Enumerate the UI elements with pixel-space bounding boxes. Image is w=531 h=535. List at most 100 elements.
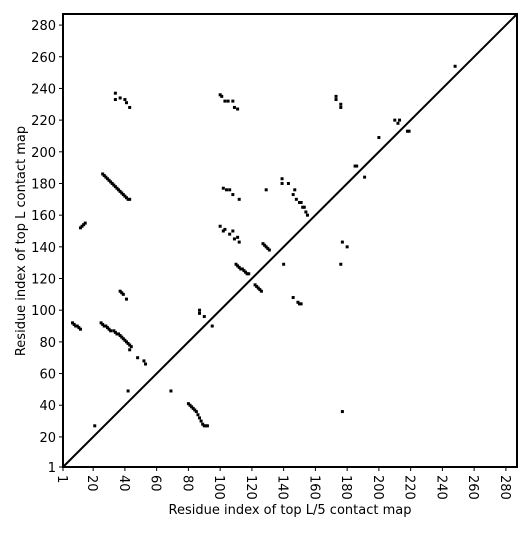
contact-point (298, 302, 302, 306)
contact-point (82, 223, 86, 227)
contact-point (109, 180, 113, 184)
y-tick-label: 120 (31, 273, 56, 288)
contact-point (299, 302, 303, 306)
contact-point (128, 348, 132, 352)
contact-point (231, 193, 235, 197)
contact-point (99, 321, 103, 325)
contact-point (223, 99, 227, 103)
y-tick-label: 40 (39, 399, 56, 414)
contact-point (204, 424, 208, 428)
contact-point (194, 410, 198, 414)
contact-point (304, 210, 308, 214)
contact-point (123, 338, 127, 342)
y-tick-label: 80 (39, 336, 56, 351)
contact-point (198, 311, 202, 315)
y-tick-label: 180 (31, 177, 56, 192)
contact-point (101, 322, 105, 326)
contact-point (407, 129, 411, 133)
contact-point (236, 107, 240, 111)
contact-point (299, 200, 303, 204)
contact-point (232, 237, 236, 241)
contact-point (117, 332, 121, 336)
contact-point (247, 272, 251, 276)
contact-point (291, 296, 295, 300)
contact-point (113, 91, 117, 95)
contact-point (339, 105, 343, 109)
contact-point (201, 422, 205, 426)
contact-point (363, 175, 367, 179)
contact-point (105, 177, 109, 181)
contact-point (255, 284, 259, 288)
contact-point (232, 105, 236, 109)
contact-point (298, 200, 302, 204)
contact-point (202, 424, 206, 428)
contact-point (142, 359, 146, 363)
contact-point (256, 286, 260, 290)
contact-point (218, 224, 222, 228)
y-tick-label: 220 (31, 114, 56, 129)
contact-point (71, 321, 75, 325)
contact-point (245, 272, 249, 276)
contact-point (123, 98, 127, 102)
x-tick-label: 80 (179, 475, 194, 492)
contact-point (294, 197, 298, 201)
contact-point (302, 205, 306, 209)
contact-point (258, 288, 262, 292)
contact-point (110, 181, 114, 185)
x-tick-label: 260 (465, 475, 480, 500)
contact-point (236, 235, 240, 239)
contact-point (121, 292, 125, 296)
contact-point (186, 402, 190, 406)
contact-point (221, 229, 225, 233)
contact-point (126, 341, 130, 345)
diagonal-line (62, 13, 518, 468)
contact-point (228, 232, 232, 236)
contact-point (236, 264, 240, 268)
contact-point (228, 188, 232, 192)
contact-point (121, 337, 125, 341)
contact-point (340, 410, 344, 414)
contact-point (102, 324, 106, 328)
contact-point (291, 193, 295, 197)
contact-point (398, 118, 402, 122)
contact-point (264, 245, 268, 249)
contact-point (231, 229, 235, 233)
contact-point (120, 191, 124, 195)
contact-point (193, 408, 197, 412)
contact-point (115, 186, 119, 190)
x-tick-label: 120 (243, 475, 258, 500)
contact-point (237, 197, 241, 201)
contact-point (355, 164, 359, 168)
contact-point (77, 326, 81, 330)
contact-point (221, 186, 225, 190)
contact-point (202, 315, 206, 319)
contact-point (239, 267, 243, 271)
contact-point (120, 291, 124, 295)
y-tick-label: 240 (31, 82, 56, 97)
contact-point (105, 326, 109, 330)
x-tick-label: 180 (338, 475, 353, 500)
contact-point (345, 245, 349, 249)
contact-point (231, 99, 235, 103)
contact-point (396, 121, 400, 125)
y-tick-label: 20 (39, 431, 56, 446)
contact-point (334, 98, 338, 102)
x-tick-label: 200 (370, 475, 385, 500)
contact-point (121, 193, 125, 197)
contact-point (226, 99, 230, 103)
contact-point (339, 102, 343, 106)
contact-point (169, 389, 173, 393)
contact-point (234, 262, 238, 266)
contact-point (405, 129, 409, 133)
contact-point (286, 181, 290, 185)
contact-point (126, 389, 130, 393)
contact-point (112, 183, 116, 187)
contact-point (266, 246, 270, 250)
x-tick-label: 60 (148, 475, 163, 492)
contact-point (263, 243, 267, 247)
contact-point (259, 289, 263, 293)
y-tick-label: 140 (31, 241, 56, 256)
contact-point (113, 330, 117, 334)
x-tick-label: 100 (211, 475, 226, 500)
